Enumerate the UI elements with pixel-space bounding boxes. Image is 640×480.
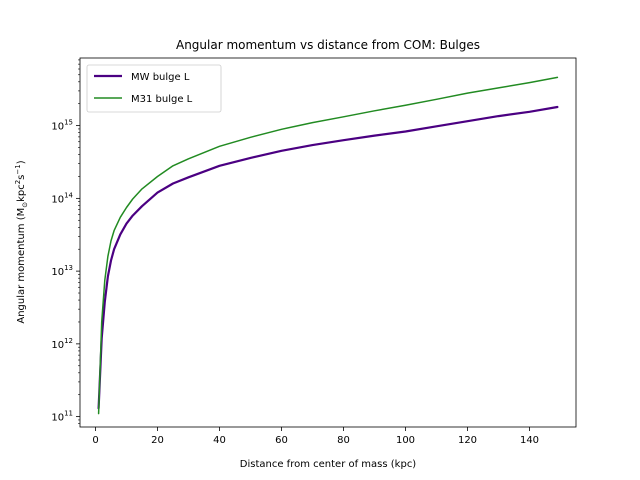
y-label-kpc: kpc [16, 184, 27, 202]
series-lines [97, 76, 559, 415]
y-tick-base: 10 [51, 194, 64, 205]
chart-title: Angular momentum vs distance from COM: B… [176, 38, 480, 52]
x-tick-label: 80 [337, 435, 350, 446]
y-tick-base: 10 [51, 340, 64, 351]
series-line-mw [97, 105, 559, 410]
y-label-sun: ⊙ [21, 202, 29, 208]
legend-label-m31: M31 bulge L [131, 94, 193, 105]
x-tick-label: 140 [520, 435, 539, 446]
x-axis: 0 20 40 60 80 100 120 140 [92, 427, 539, 446]
y-tick-label: 1014 [51, 191, 73, 205]
y-tick-base: 10 [51, 267, 64, 278]
y-tick-base: 10 [51, 122, 64, 133]
plot-frame [79, 57, 577, 428]
x-tick-label: 40 [213, 435, 226, 446]
y-axis-label: Angular momentum (M⊙kpc2s−1) [14, 160, 29, 323]
y-label-s-exp: −1 [14, 164, 22, 174]
x-axis-label: Distance from center of mass (kpc) [240, 459, 417, 470]
y-tick-exp: 11 [64, 410, 73, 418]
x-tick-label: 0 [92, 435, 98, 446]
series-line-m31 [97, 76, 559, 415]
y-label-s: s [16, 175, 27, 180]
y-tick-label: 1015 [51, 119, 73, 133]
x-tick-label: 100 [396, 435, 415, 446]
y-tick-label: 1012 [51, 337, 73, 351]
y-tick-exp: 14 [64, 191, 73, 199]
x-tick-label: 120 [458, 435, 477, 446]
y-tick-label: 1011 [51, 410, 73, 424]
legend: MW bulge L M31 bulge L [86, 64, 222, 113]
plot-area [79, 57, 577, 428]
y-label-suffix: ) [16, 160, 27, 164]
legend-label-mw: MW bulge L [131, 72, 190, 83]
y-tick-exp: 13 [64, 264, 73, 272]
y-tick-label: 1013 [51, 264, 73, 278]
x-tick-label: 20 [151, 435, 164, 446]
y-label-prefix: Angular momentum (M [16, 208, 27, 324]
y-tick-exp: 15 [64, 119, 73, 127]
y-tick-base: 10 [51, 413, 64, 424]
y-label-kpc-exp: 2 [14, 180, 22, 184]
y-tick-exp: 12 [64, 337, 73, 345]
x-tick-label: 60 [275, 435, 288, 446]
